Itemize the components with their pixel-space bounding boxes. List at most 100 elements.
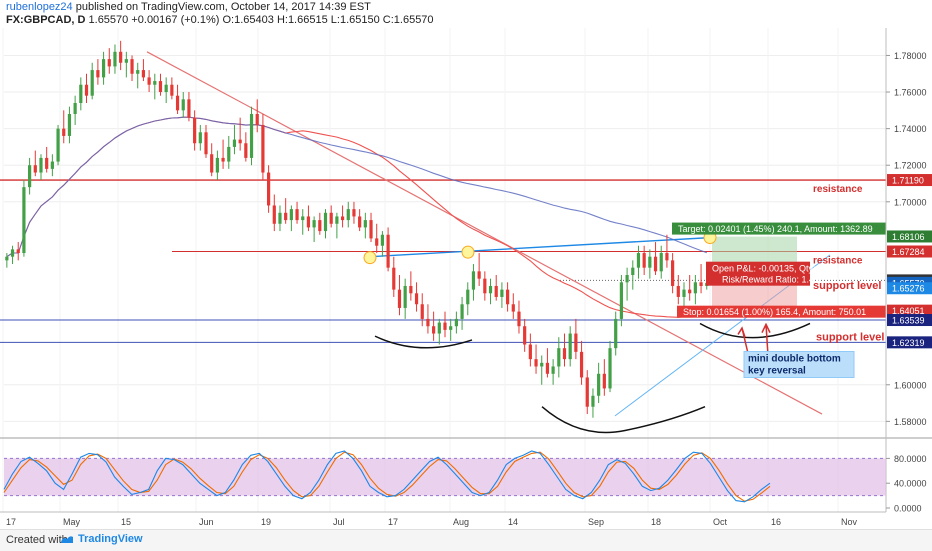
candle-body (568, 333, 572, 360)
symbol-label: FX:GBPCAD, D (6, 14, 86, 26)
candle-body (619, 282, 623, 319)
candle-body (494, 285, 498, 297)
candle-body (232, 139, 237, 147)
candle-body (665, 253, 669, 261)
candle-body (119, 51, 123, 63)
open-pl-text: Open P&L: -0.00135, Qty: 15114 (712, 264, 842, 274)
candle-body (466, 289, 470, 305)
candle-body (540, 362, 544, 367)
candle-body (255, 113, 259, 125)
price-chart[interactable]: resistance resistance support level support… (0, 28, 932, 529)
candle-body (460, 304, 464, 319)
candle-body (323, 212, 328, 232)
target-box-text: Target: 0.02401 (1.45%) 240.1, Amount: 1… (678, 224, 873, 234)
created-with-text: Created with (6, 534, 68, 546)
candle-body (375, 238, 379, 246)
candle-body (284, 212, 288, 221)
candle-body (574, 333, 578, 352)
stoch-k-line (3, 450, 771, 503)
candle-body (39, 157, 43, 173)
low-label: L: (330, 14, 340, 26)
candle-body (79, 84, 83, 104)
candle-body (397, 289, 402, 308)
candle-body (557, 348, 561, 367)
peak-highlight-circle (461, 245, 475, 259)
candle-body (648, 256, 652, 268)
candle-body (16, 249, 20, 254)
candle-body (153, 81, 157, 85)
tradingview-brand[interactable]: TradingView (78, 533, 143, 545)
price-axis[interactable]: 1.78000 1.76000 1.74000 1.72000 1.70000 1.600… (885, 28, 932, 518)
candle-body (591, 395, 595, 407)
candle-body (158, 81, 163, 93)
candle-body (671, 260, 675, 286)
candle-body (113, 51, 117, 67)
candle-body (136, 70, 140, 74)
candle-body (204, 132, 208, 155)
price-tick-label: 1.76000 (894, 88, 927, 98)
candle-body (699, 282, 703, 286)
candle-body (528, 344, 532, 360)
candle-body (471, 271, 476, 290)
support-label-lower: support level (816, 331, 884, 343)
candle-body (175, 95, 180, 111)
time-tick-label: Nov (841, 517, 858, 527)
candle-body (107, 59, 111, 67)
support-label-upper: support level (813, 280, 881, 292)
candle-body (642, 253, 646, 268)
time-tick-label: May (63, 517, 81, 527)
price-badge (887, 336, 932, 349)
stochastic-pane[interactable]: 80.0000 40.0000 0.0000 (0, 437, 932, 514)
callout-line-1: mini double bottom (748, 353, 841, 364)
price-tick-label: 1.78000 (894, 51, 927, 61)
close-label: C: (382, 14, 394, 26)
price-badge-label: 1.63539 (892, 316, 925, 326)
price-badge-label: 1.62319 (892, 338, 925, 348)
candle-body (551, 366, 555, 374)
candle-body (380, 234, 385, 246)
candle-body (50, 161, 54, 169)
candle-body (392, 267, 396, 290)
candle-body (45, 157, 49, 169)
candle-body (614, 318, 618, 349)
time-axis[interactable]: 17 May 15 Jun 19 Jul 17 Aug 14 Sep 18 Oct 16 Nov (0, 511, 932, 529)
candle-body (602, 373, 606, 389)
time-tick-label: Aug (453, 517, 469, 527)
time-tick-label: 17 (6, 517, 16, 527)
candle-body (33, 165, 37, 173)
candle-body (5, 256, 9, 261)
candles (5, 40, 709, 418)
time-tick-label: Jun (199, 517, 214, 527)
callout-line-2: key reversal (748, 365, 806, 376)
candle-body (261, 124, 265, 173)
price-badge-label: 1.64051 (892, 306, 925, 316)
candle-body (249, 113, 254, 158)
price-badge (887, 314, 932, 327)
candle-body (278, 212, 282, 224)
last-price: 1.65570 (88, 14, 129, 26)
ohlc-line: FX:GBPCAD, D 1.65570 +0.00167 (+0.1%) O:… (6, 14, 434, 26)
candle-body (488, 285, 493, 294)
author-link[interactable]: rubenlopez24 (6, 1, 73, 13)
stop-box-text: Stop: 0.01654 (1.00%) 165.4, Amount: 750… (683, 307, 866, 317)
candle-body (101, 59, 106, 78)
candle-body (369, 220, 373, 239)
time-tick-label: 14 (508, 517, 518, 527)
price-tick-label: 1.70000 (894, 197, 927, 207)
candle-body (676, 285, 680, 297)
callout-arrow-right (761, 322, 771, 356)
tradingview-logo-icon (61, 536, 73, 543)
published-text: published on TradingView.com, October 14… (75, 1, 371, 13)
candle-body (130, 59, 134, 74)
candle-body (454, 318, 458, 327)
annotations: resistance resistance support level support… (363, 184, 894, 434)
candle-body (73, 103, 77, 114)
candle-body (688, 289, 692, 294)
candle-body (306, 216, 311, 228)
downtrend-line (146, 51, 823, 415)
candle-body (659, 253, 663, 272)
price-badge (887, 174, 932, 187)
stoch-band (4, 458, 886, 496)
price-badge (887, 230, 932, 243)
candle-body (62, 128, 66, 136)
